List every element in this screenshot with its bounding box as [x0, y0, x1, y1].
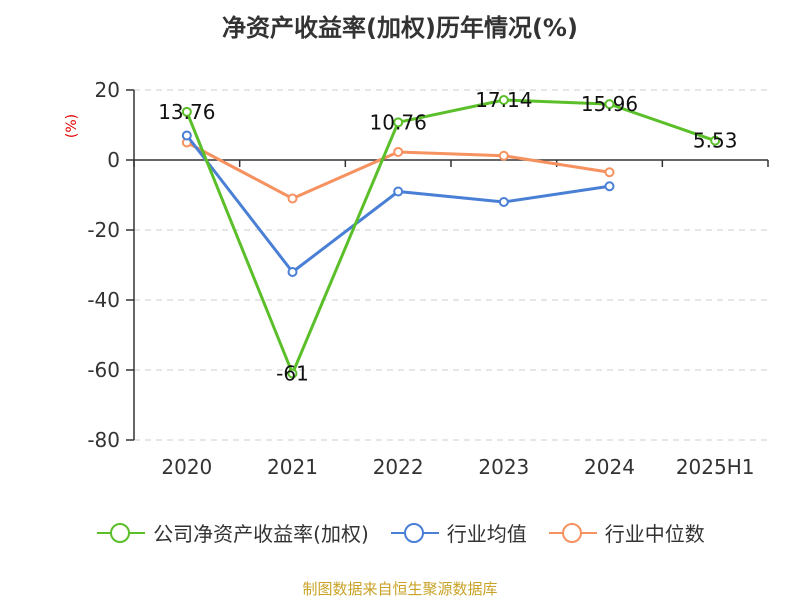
x-tick-label: 2024 — [584, 455, 635, 479]
data-label: 10.76 — [370, 110, 427, 134]
gridlines — [134, 89, 768, 441]
data-point — [181, 106, 192, 117]
y-tick-label: -60 — [87, 358, 120, 382]
x-tick-label: 2025H1 — [676, 455, 755, 479]
data-labels: 13.76 -61 10.76 17.14 15.96 5.53 — [158, 88, 737, 385]
x-tick-label: 2022 — [373, 455, 424, 479]
axes: 20 0 -20 -40 -60 -80 2020 2021 2022 2023 2024 2025H… — [64, 78, 769, 479]
legend-marker-icon — [95, 522, 147, 544]
x-tick-label: 2021 — [267, 455, 318, 479]
data-point — [181, 130, 192, 141]
data-point — [604, 167, 615, 178]
data-point — [287, 267, 298, 277]
data-point — [604, 181, 615, 192]
data-label: 15.96 — [581, 92, 638, 116]
data-point — [498, 95, 509, 106]
data-point — [287, 368, 298, 379]
data-point — [710, 135, 721, 146]
data-point — [498, 197, 509, 207]
legend-item: 行业均值 — [389, 518, 527, 547]
data-point — [498, 150, 509, 161]
x-tick-label: 2023 — [478, 455, 529, 479]
y-tick-label: -20 — [87, 218, 120, 242]
legend-item: 公司净资产收益率(加权) — [95, 518, 369, 547]
legend-marker-icon — [547, 522, 599, 544]
y-axis-label: (%) — [64, 114, 80, 138]
legend-label: 行业中位数 — [604, 522, 705, 546]
data-label: 5.53 — [693, 129, 738, 153]
data-point — [393, 186, 404, 197]
legend-label: 行业均值 — [446, 522, 527, 546]
x-tick-label: 2020 — [161, 455, 212, 479]
series-lines — [181, 95, 721, 379]
data-label: 17.14 — [475, 88, 532, 112]
data-point — [393, 146, 404, 157]
legend-label: 公司净资产收益率(加权) — [153, 522, 369, 546]
series-line — [185, 98, 716, 375]
legend-item: 行业中位数 — [547, 518, 705, 547]
y-tick-label: -80 — [87, 428, 120, 452]
legend: 公司净资产收益率(加权) 行业均值 行业中位数 — [0, 518, 800, 547]
y-tick-label: 20 — [95, 78, 120, 102]
legend-marker-icon — [389, 522, 441, 544]
y-tick-label: 0 — [107, 148, 120, 172]
data-label: 13.76 — [158, 100, 215, 124]
data-point — [604, 99, 615, 110]
y-tick-label: -40 — [87, 288, 120, 312]
data-point — [287, 193, 298, 204]
chart-title: 净资产收益率(加权)历年情况(%) — [222, 14, 578, 42]
source-note: 制图数据来自恒生聚源数据库 — [302, 580, 498, 598]
data-label: -61 — [276, 362, 309, 386]
data-point — [393, 117, 404, 128]
